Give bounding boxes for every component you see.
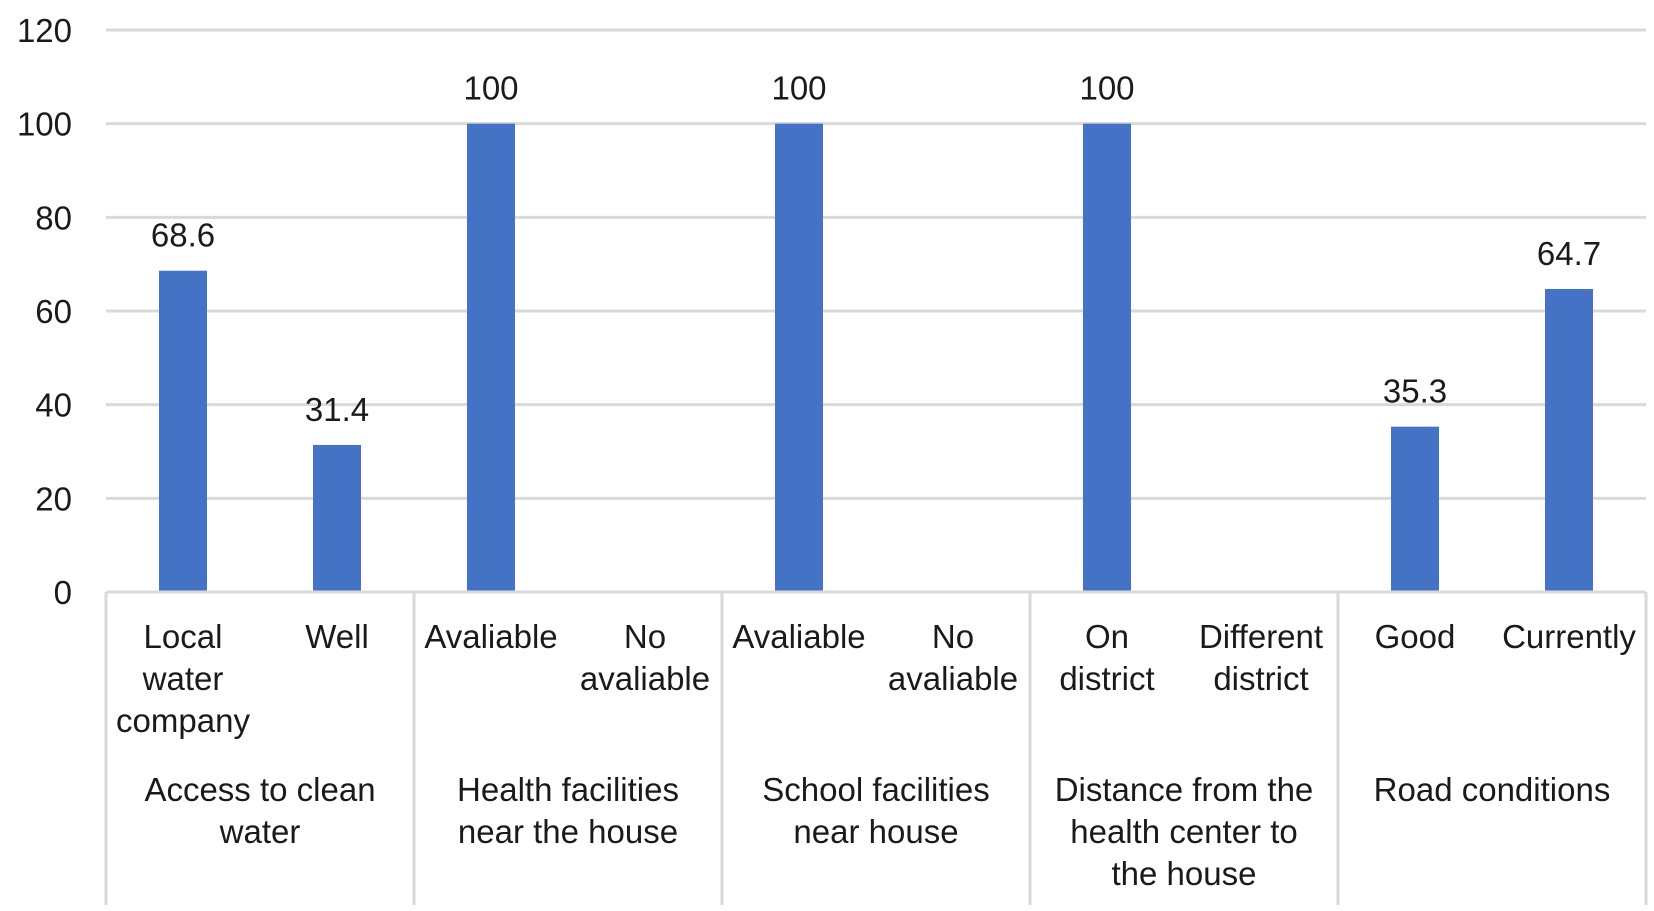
y-tick-label: 80 xyxy=(35,199,72,236)
category-label: Avaliable xyxy=(424,618,557,655)
bar xyxy=(1545,288,1593,592)
category-label: district xyxy=(1213,660,1308,697)
group-label: Access to clean xyxy=(144,771,375,808)
category-label: Well xyxy=(305,618,369,655)
y-tick-label: 0 xyxy=(54,574,72,611)
group-label: Road conditions xyxy=(1374,771,1611,808)
group-label: School facilities xyxy=(762,771,989,808)
y-tick-label: 20 xyxy=(35,480,72,517)
data-label: 100 xyxy=(771,70,826,107)
bar xyxy=(159,270,207,592)
group-label: near the house xyxy=(458,813,678,850)
category-label: Currently xyxy=(1502,618,1636,655)
y-tick-label: 100 xyxy=(17,106,72,143)
category-label: company xyxy=(116,702,250,739)
data-label: 100 xyxy=(1079,70,1134,107)
category-label: avaliable xyxy=(580,660,710,697)
category-label: Good xyxy=(1375,618,1456,655)
y-tick-label: 40 xyxy=(35,387,72,424)
category-label: Different xyxy=(1199,618,1323,655)
bar xyxy=(775,123,823,593)
category-label: Local xyxy=(144,618,223,655)
group-label: Health facilities xyxy=(457,771,679,808)
y-tick-label: 120 xyxy=(17,12,72,49)
group-label: water xyxy=(219,813,301,850)
category-label: On xyxy=(1085,618,1129,655)
group-label: near house xyxy=(793,813,958,850)
data-label: 100 xyxy=(463,70,518,107)
group-label: Distance from the xyxy=(1055,771,1314,808)
group-label: the house xyxy=(1112,855,1257,892)
bar xyxy=(1391,426,1439,592)
bar xyxy=(467,123,515,593)
bar xyxy=(313,444,361,592)
data-label: 68.6 xyxy=(151,217,215,254)
category-label: avaliable xyxy=(888,660,1018,697)
group-label: health center to xyxy=(1070,813,1298,850)
data-label: 35.3 xyxy=(1383,373,1447,410)
data-label: 31.4 xyxy=(305,391,369,428)
bar xyxy=(1083,123,1131,593)
y-tick-label: 60 xyxy=(35,293,72,330)
category-label: water xyxy=(142,660,224,697)
category-label: district xyxy=(1059,660,1154,697)
data-label: 64.7 xyxy=(1537,235,1601,272)
category-label: No xyxy=(932,618,974,655)
category-label: No xyxy=(624,618,666,655)
category-label: Avaliable xyxy=(732,618,865,655)
